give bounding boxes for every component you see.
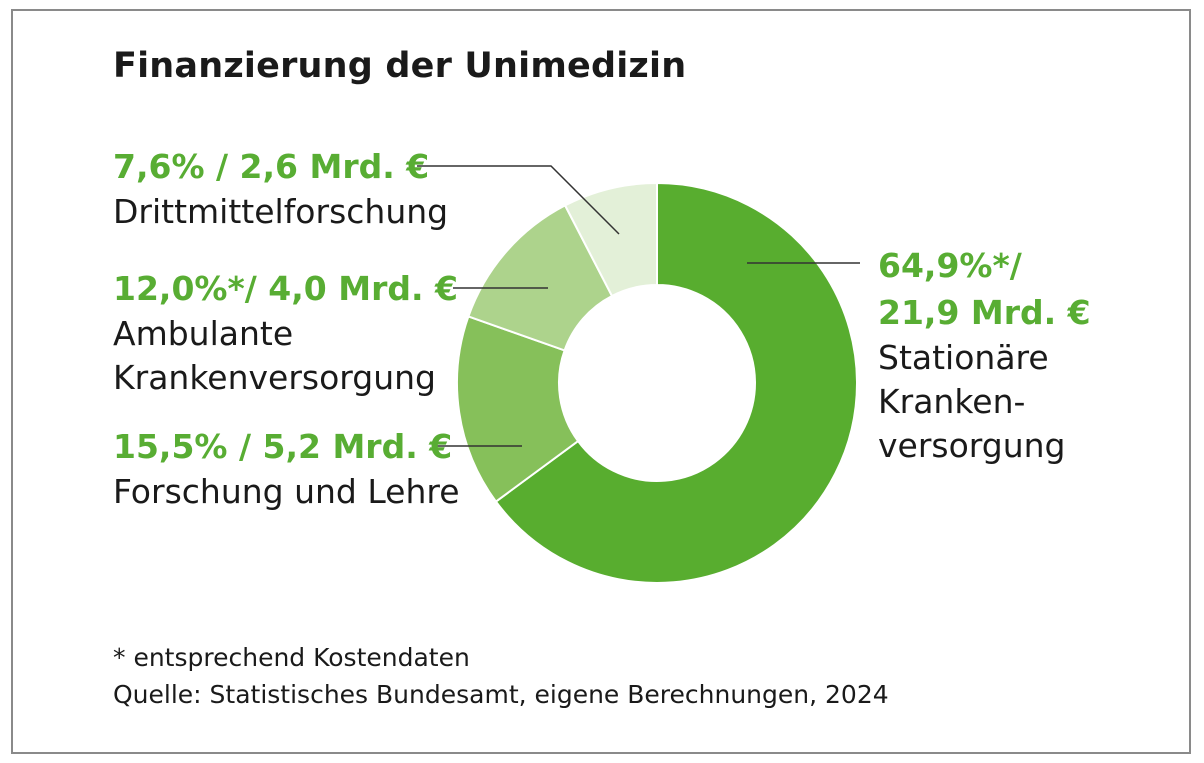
category-drittmittelforschung: Drittmittelforschung — [113, 192, 449, 231]
value-stationaere-amount: 21,9 Mrd. € — [878, 293, 1091, 332]
footnote: * entsprechend Kostendaten — [113, 643, 470, 672]
value-drittmittelforschung: 7,6% / 2,6 Mrd. € — [113, 147, 430, 186]
leader-line-drittmittel — [417, 165, 620, 235]
source-note: Quelle: Statistisches Bundesamt, eigene … — [113, 680, 889, 709]
label-ambulante-krankenversorgung: 12,0%*/ 4,0 Mrd. € Ambulante Krankenvers… — [113, 265, 458, 400]
donut-slices — [456, 181, 858, 584]
chart-title: Finanzierung der Unimedizin — [113, 46, 687, 86]
value-forschung-und-lehre: 15,5% / 5,2 Mrd. € — [113, 427, 453, 466]
chart-frame — [11, 9, 1191, 754]
category-forschung-und-lehre: Forschung und Lehre — [113, 472, 460, 511]
donut-slice-drittmittelforschung — [563, 181, 658, 298]
category-stationaere-line3: versorgung — [878, 426, 1066, 465]
category-ambulante-line2: Krankenversorgung — [113, 358, 436, 397]
label-drittmittelforschung: 7,6% / 2,6 Mrd. € Drittmittelforschung — [113, 143, 448, 234]
category-ambulante-line1: Ambulante — [113, 314, 294, 353]
label-forschung-und-lehre: 15,5% / 5,2 Mrd. € Forschung und Lehre — [113, 423, 460, 514]
label-stationaere-krankenversorgung: 64,9%*/ 21,9 Mrd. € Stationäre Kranken- … — [878, 242, 1091, 468]
donut-slice-forschung-und-lehre — [456, 315, 580, 503]
value-stationaere-percent: 64,9%*/ — [878, 246, 1022, 285]
donut-slice-stationäre-krankenversorgung — [494, 181, 858, 584]
category-stationaere-line1: Stationäre — [878, 338, 1049, 377]
leader-lines — [417, 165, 860, 447]
value-ambulante-krankenversorgung: 12,0%*/ 4,0 Mrd. € — [113, 269, 458, 308]
category-stationaere-line2: Kranken- — [878, 382, 1026, 421]
